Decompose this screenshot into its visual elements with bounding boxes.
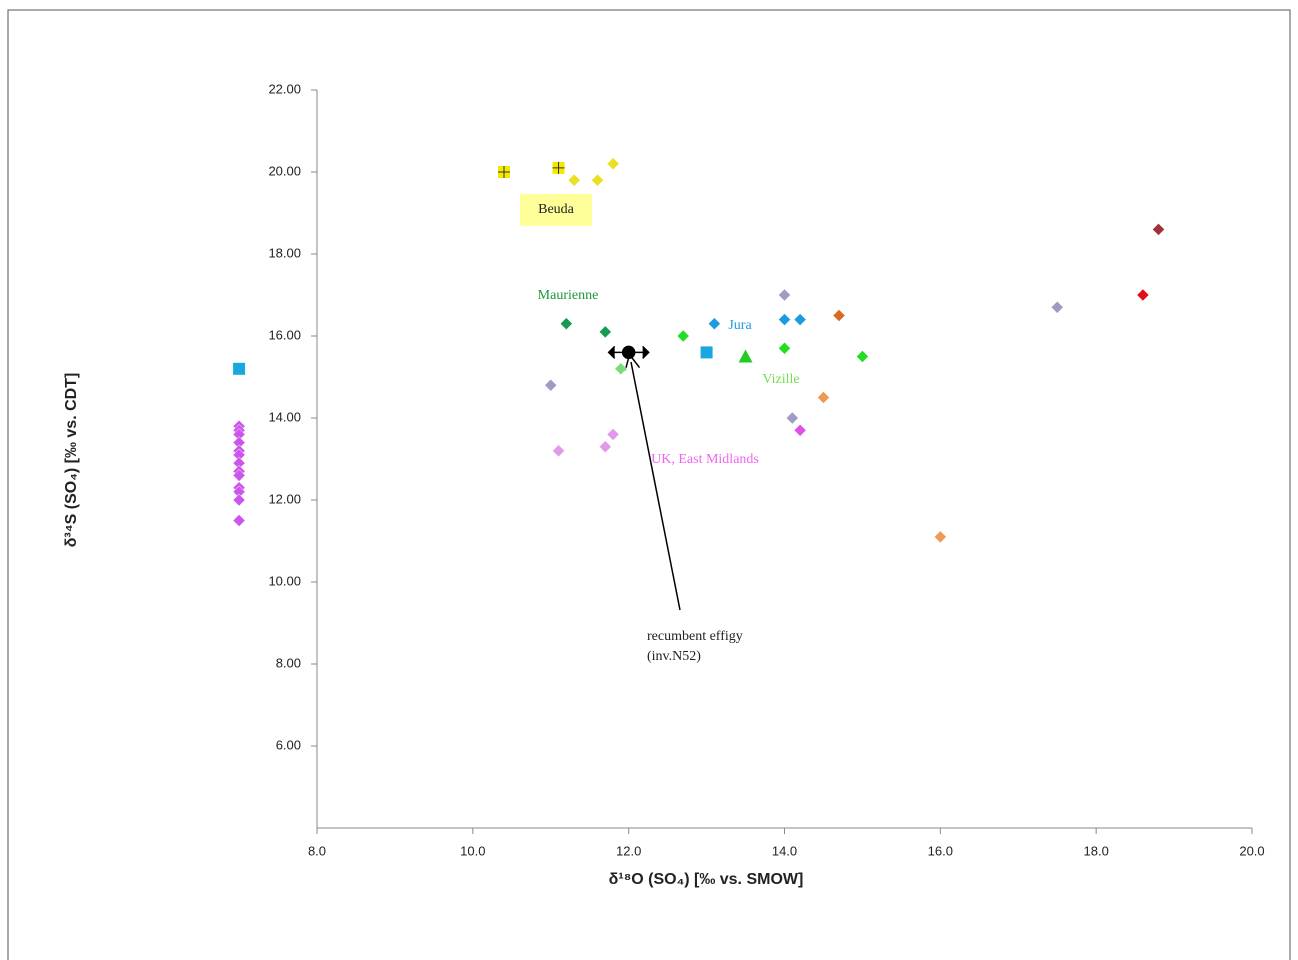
point xyxy=(552,161,565,174)
x-tick-label: 14.0 xyxy=(772,843,797,858)
annotation: Vizille xyxy=(762,372,799,387)
point xyxy=(232,514,246,527)
y-tick-label: 18.00 xyxy=(268,245,301,260)
y-tick-label: 6.00 xyxy=(276,737,301,752)
annotation: Beuda xyxy=(538,202,575,217)
point xyxy=(614,362,628,376)
point xyxy=(498,166,510,178)
y-tick-label: 22.00 xyxy=(268,81,301,96)
frame xyxy=(7,9,1291,960)
annotation: UK, East Midlands xyxy=(651,452,759,467)
point xyxy=(793,313,807,326)
x-tick-label: 20.0 xyxy=(1239,843,1264,858)
point xyxy=(552,444,565,458)
point xyxy=(778,341,791,355)
x-tick-label: 8.0 xyxy=(308,843,326,858)
point xyxy=(1050,300,1064,314)
point xyxy=(598,440,612,454)
point xyxy=(676,329,690,343)
annotation: (inv.N52) xyxy=(647,649,701,664)
point xyxy=(567,173,581,187)
y-tick-label: 10.00 xyxy=(268,573,301,588)
x-tick-label: 12.0 xyxy=(616,843,641,858)
beuda-box xyxy=(520,194,592,226)
y-tick-label: 20.00 xyxy=(268,163,301,178)
point xyxy=(817,391,830,404)
point xyxy=(544,378,558,392)
point xyxy=(700,346,713,359)
y-axis-label: δ³⁴S (SO₄) [‰ vs. CDT] xyxy=(63,373,80,548)
point xyxy=(598,325,612,339)
x-tick-label: 10.0 xyxy=(460,843,485,858)
point xyxy=(778,313,791,326)
point xyxy=(933,530,947,544)
point xyxy=(232,493,246,507)
point xyxy=(738,349,753,363)
point xyxy=(606,428,620,441)
point xyxy=(778,288,791,302)
point xyxy=(591,173,604,187)
y-tick-label: 8.00 xyxy=(276,655,301,670)
x-tick-label: 18.0 xyxy=(1084,843,1109,858)
x-axis-label: δ¹⁸O (SO₄) [‰ vs. SMOW] xyxy=(609,871,804,888)
arrow xyxy=(631,362,681,611)
point xyxy=(785,411,799,425)
point xyxy=(1152,223,1165,236)
point xyxy=(606,157,620,171)
point xyxy=(1136,288,1150,302)
y-tick-label: 12.00 xyxy=(268,491,301,506)
point xyxy=(559,317,573,331)
annotation: recumbent effigy xyxy=(647,629,743,644)
x-tick-label: 16.0 xyxy=(928,843,953,858)
y-tick-label: 14.00 xyxy=(268,409,301,424)
annotation: Jura xyxy=(728,318,752,333)
point xyxy=(607,345,650,360)
point xyxy=(793,423,807,437)
y-tick-label: 16.00 xyxy=(268,327,301,342)
point xyxy=(856,350,869,363)
annotation: Maurienne xyxy=(538,288,599,303)
point xyxy=(832,309,846,322)
point xyxy=(233,362,246,375)
point xyxy=(708,317,721,331)
